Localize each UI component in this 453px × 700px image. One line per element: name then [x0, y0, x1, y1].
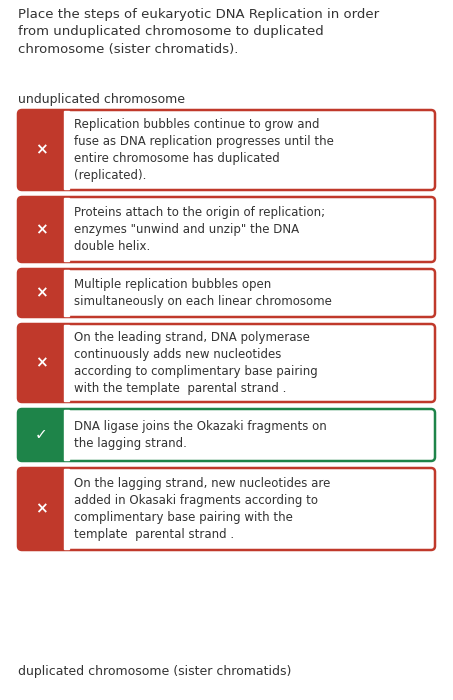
Bar — [64, 469, 69, 549]
FancyBboxPatch shape — [18, 324, 68, 402]
Text: On the leading strand, DNA polymerase
continuously adds new nucleotides
accordin: On the leading strand, DNA polymerase co… — [74, 331, 318, 395]
Text: On the lagging strand, new nucleotides are
added in Okasaki fragments according : On the lagging strand, new nucleotides a… — [74, 477, 330, 541]
FancyBboxPatch shape — [18, 110, 68, 190]
Text: Replication bubbles continue to grow and
fuse as DNA replication progresses unti: Replication bubbles continue to grow and… — [74, 118, 334, 182]
FancyBboxPatch shape — [18, 110, 435, 190]
FancyBboxPatch shape — [18, 468, 68, 550]
Text: ✓: ✓ — [34, 428, 48, 442]
FancyBboxPatch shape — [18, 269, 435, 317]
FancyBboxPatch shape — [18, 197, 68, 262]
Text: ×: × — [34, 143, 48, 158]
FancyBboxPatch shape — [18, 468, 435, 550]
Bar — [64, 410, 69, 460]
Text: Place the steps of eukaryotic DNA Replication in order
from unduplicated chromos: Place the steps of eukaryotic DNA Replic… — [18, 8, 379, 56]
FancyBboxPatch shape — [18, 197, 435, 262]
Text: ×: × — [34, 356, 48, 370]
Text: ×: × — [34, 501, 48, 517]
Bar — [64, 198, 69, 261]
FancyBboxPatch shape — [18, 409, 68, 461]
Text: ×: × — [34, 222, 48, 237]
Text: Multiple replication bubbles open
simultaneously on each linear chromosome: Multiple replication bubbles open simult… — [74, 278, 332, 308]
Text: DNA ligase joins the Okazaki fragments on
the lagging strand.: DNA ligase joins the Okazaki fragments o… — [74, 420, 327, 450]
FancyBboxPatch shape — [18, 269, 68, 317]
Text: ×: × — [34, 286, 48, 300]
Text: Proteins attach to the origin of replication;
enzymes "unwind and unzip" the DNA: Proteins attach to the origin of replica… — [74, 206, 325, 253]
FancyBboxPatch shape — [18, 409, 435, 461]
Text: duplicated chromosome (sister chromatids): duplicated chromosome (sister chromatids… — [18, 665, 291, 678]
FancyBboxPatch shape — [18, 324, 435, 402]
Bar — [64, 111, 69, 189]
Text: unduplicated chromosome: unduplicated chromosome — [18, 93, 185, 106]
Bar — [64, 270, 69, 316]
Bar — [64, 325, 69, 401]
